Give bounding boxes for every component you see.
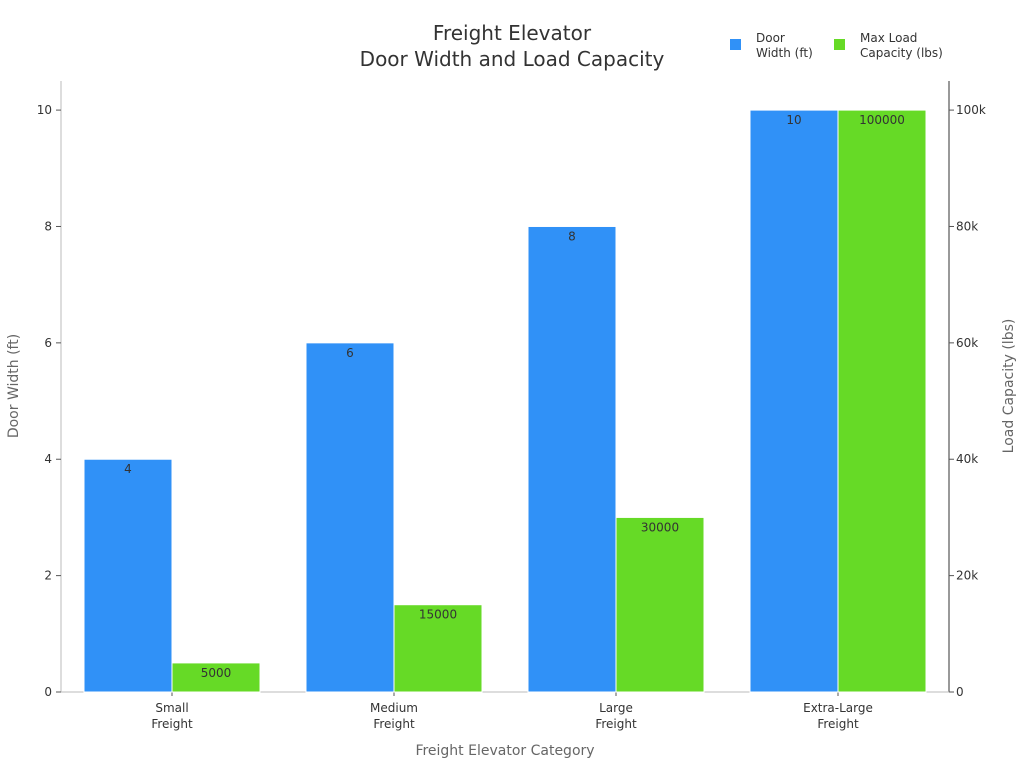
bar-door-width (527, 225, 617, 693)
bar-label-max-load: 30000 (641, 520, 679, 534)
bar-label-max-load: 100000 (859, 113, 905, 127)
legend-label-door-width-line-2: Width (ft) (756, 46, 813, 60)
legend-swatch-door-width (730, 39, 741, 50)
legend-swatch-max-load (834, 39, 845, 50)
x-axis-title: Freight Elevator Category (415, 743, 594, 759)
y-axis-right-tick-label: 60k (956, 336, 978, 350)
y-axis-left-tick-label: 6 (44, 336, 52, 350)
bar-label-door-width: 4 (124, 462, 132, 476)
bar-max-load (171, 662, 261, 693)
bar-label-door-width: 8 (568, 229, 576, 243)
chart-title: Freight Elevator Door Width and Load Cap… (360, 21, 665, 71)
chart-title-line-2: Door Width and Load Capacity (360, 47, 665, 71)
y-axis-right-title: Load Capacity (lbs) (1001, 319, 1017, 454)
y-axis-right-tick-label: 100k (956, 103, 986, 117)
y-axis-left-tick-label: 0 (44, 685, 52, 699)
y-axis-left-tick-label: 2 (44, 569, 52, 583)
x-axis-tick-label: Medium Freight (370, 701, 418, 731)
legend-label-door-width-line-1: Door (756, 31, 785, 45)
bar-max-load (837, 109, 927, 693)
legend-label-max-load-line-1: Max Load (860, 31, 917, 45)
y-axis-right-tick-label: 80k (956, 219, 978, 233)
x-axis-tick-label: Small Freight (151, 701, 193, 731)
bar-label-door-width: 6 (346, 346, 354, 360)
y-axis-left-title: Door Width (ft) (6, 334, 22, 438)
legend-label-max-load-line-2: Capacity (lbs) (860, 46, 943, 60)
legend: Door Width (ft) Max Load Capacity (lbs) (730, 31, 943, 60)
bar-label-max-load: 5000 (201, 666, 232, 680)
y-axis-left-tick-label: 8 (44, 219, 52, 233)
y-axis-right-tick-label: 20k (956, 569, 978, 583)
plot-area: 0 2 4 6 8 10 0 20k 40k 60k 80k 100k Small Freight 4 500… (37, 81, 986, 731)
bar-label-max-load: 15000 (419, 608, 457, 622)
bar-door-width (83, 458, 173, 693)
chart-title-line-1: Freight Elevator (433, 21, 592, 45)
bar-door-width (749, 109, 839, 693)
bar-label-door-width: 10 (786, 113, 801, 127)
bar-max-load (615, 516, 705, 693)
y-axis-left-tick-label: 10 (37, 103, 52, 117)
x-axis-tick-label: Large Freight (595, 701, 637, 731)
x-axis-tick-label: Extra-Large Freight (803, 701, 873, 731)
y-axis-left-tick-label: 4 (44, 452, 52, 466)
y-axis-right-tick-label: 40k (956, 452, 978, 466)
bar-max-load (393, 604, 483, 693)
bar-door-width (305, 342, 395, 693)
y-axis-right-tick-label: 0 (956, 685, 964, 699)
